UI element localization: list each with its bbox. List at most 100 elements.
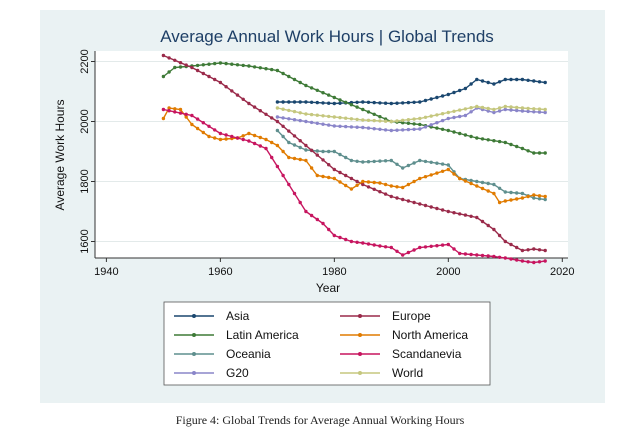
data-point-scandanevia — [315, 217, 319, 222]
data-point-europe — [401, 197, 405, 202]
data-point-oceania — [321, 149, 325, 154]
data-point-north-america — [207, 134, 211, 139]
data-point-world — [503, 104, 507, 109]
data-point-scandanevia — [401, 253, 405, 257]
data-point-latin-america — [321, 91, 325, 95]
data-point-g20 — [315, 121, 319, 126]
data-point-europe — [270, 116, 274, 120]
data-point-g20 — [429, 123, 433, 127]
data-point-world — [372, 118, 376, 123]
series-europe — [161, 53, 547, 253]
data-point-g20 — [327, 123, 331, 127]
data-point-scandanevia — [275, 164, 280, 169]
data-point-north-america — [372, 180, 376, 185]
data-point-asia — [338, 101, 342, 105]
x-tick-label: 1980 — [322, 266, 346, 278]
data-point-scandanevia — [372, 243, 376, 247]
data-point-scandanevia — [532, 260, 536, 265]
data-point-latin-america — [258, 66, 262, 70]
data-point-latin-america — [520, 146, 525, 151]
data-point-europe — [190, 65, 194, 70]
data-point-europe — [429, 205, 433, 209]
data-point-world — [418, 116, 422, 121]
data-point-scandanevia — [366, 242, 371, 246]
data-point-latin-america — [287, 74, 291, 79]
data-point-g20 — [395, 128, 399, 132]
data-point-europe — [281, 124, 285, 128]
data-point-g20 — [378, 127, 382, 131]
legend-label-latin-america: Latin America — [226, 328, 299, 342]
data-point-oceania — [537, 197, 542, 201]
data-point-north-america — [241, 134, 245, 138]
data-point-north-america — [218, 137, 223, 142]
data-point-world — [486, 106, 490, 111]
data-point-north-america — [321, 174, 325, 179]
data-point-north-america — [270, 140, 274, 145]
data-point-oceania — [298, 145, 302, 150]
data-point-europe — [195, 68, 200, 73]
data-point-scandanevia — [418, 245, 422, 250]
data-point-europe — [332, 167, 336, 172]
data-point-latin-america — [298, 80, 302, 85]
data-point-oceania — [475, 179, 479, 184]
data-point-oceania — [401, 166, 405, 170]
y-tick-label: 2200 — [79, 49, 91, 73]
data-point-scandanevia — [321, 221, 325, 226]
data-point-scandanevia — [258, 144, 262, 148]
data-point-latin-america — [173, 65, 177, 70]
data-point-europe — [503, 239, 507, 244]
data-point-latin-america — [195, 63, 200, 68]
data-point-g20 — [383, 128, 388, 132]
data-point-world — [327, 114, 331, 119]
data-point-north-america — [281, 149, 285, 154]
y-tick-label: 1800 — [79, 169, 91, 193]
data-point-latin-america — [452, 130, 456, 134]
data-point-latin-america — [406, 121, 411, 126]
data-point-g20 — [515, 108, 519, 113]
data-point-scandanevia — [429, 244, 433, 248]
data-point-world — [509, 105, 513, 109]
data-point-oceania — [423, 159, 428, 164]
data-point-world — [332, 115, 336, 119]
data-point-latin-america — [167, 70, 171, 74]
data-point-latin-america — [446, 128, 450, 133]
legend-marker-scandanevia — [358, 352, 362, 356]
data-point-europe — [469, 214, 473, 218]
series-oceania — [275, 128, 547, 202]
data-point-scandanevia — [190, 113, 194, 118]
data-point-g20 — [418, 127, 422, 131]
data-point-asia — [435, 95, 439, 100]
x-tick-label: 1940 — [94, 266, 118, 278]
data-point-north-america — [167, 106, 171, 110]
data-point-north-america — [412, 179, 416, 184]
data-point-north-america — [332, 176, 336, 181]
data-point-europe — [287, 129, 291, 133]
data-point-north-america — [184, 115, 188, 119]
data-point-north-america — [406, 182, 411, 187]
data-point-scandanevia — [173, 110, 177, 114]
data-point-asia — [401, 101, 405, 105]
data-point-g20 — [458, 114, 462, 119]
data-point-europe — [480, 219, 485, 224]
data-point-north-america — [423, 175, 428, 179]
data-point-g20 — [332, 124, 336, 128]
data-point-world — [366, 118, 371, 123]
data-point-asia — [509, 77, 513, 82]
y-axis-label: Average Work Hours — [53, 100, 67, 211]
data-point-europe — [327, 163, 331, 167]
data-point-latin-america — [532, 151, 536, 155]
data-point-g20 — [389, 128, 393, 133]
series-north-america — [161, 106, 547, 205]
data-point-asia — [503, 77, 507, 82]
data-point-oceania — [446, 163, 450, 167]
data-point-asia — [292, 100, 297, 104]
data-point-north-america — [452, 172, 456, 176]
data-point-oceania — [503, 190, 507, 194]
data-point-asia — [298, 100, 302, 104]
data-point-world — [497, 106, 502, 110]
data-point-world — [475, 104, 479, 109]
data-point-latin-america — [327, 93, 331, 97]
data-point-g20 — [469, 110, 473, 114]
data-point-north-america — [458, 176, 462, 181]
data-point-asia — [383, 101, 388, 105]
